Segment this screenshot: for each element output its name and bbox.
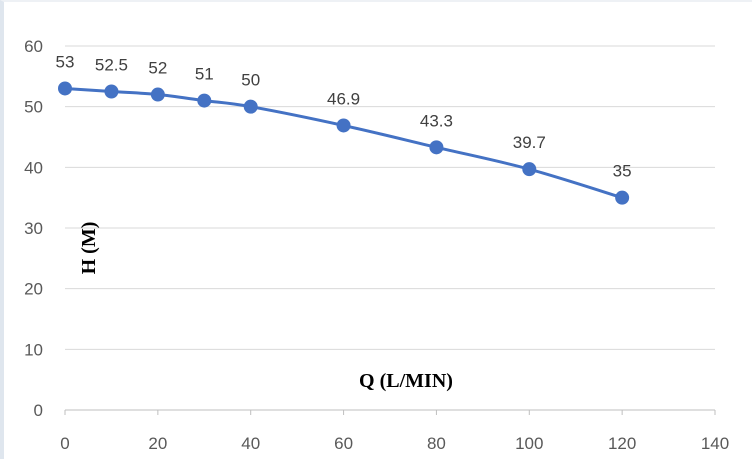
data-label-10: 52.5: [95, 56, 128, 75]
y-tick-label-30: 30: [24, 219, 43, 238]
data-point-10: [104, 84, 119, 99]
data-label-30: 51: [195, 65, 214, 84]
x-tick-labels: 0 20 40 60 80 100 120 140: [60, 434, 729, 453]
gridlines: [65, 45, 715, 350]
y-tick-label-10: 10: [24, 340, 43, 359]
data-point-60: [336, 118, 351, 133]
data-label-100: 39.7: [513, 133, 546, 152]
x-tick-label-60: 60: [334, 434, 353, 453]
data-labels: 53 52.5 52 51 50 46.9 43.3 39.7 35: [56, 52, 632, 180]
data-label-60: 46.9: [327, 89, 360, 108]
data-label-20: 52: [148, 59, 167, 78]
data-point-100: [522, 162, 537, 177]
data-point-80: [429, 140, 444, 155]
x-tick-label-40: 40: [241, 434, 260, 453]
y-tick-label-60: 60: [24, 37, 43, 56]
x-tick-label-100: 100: [515, 434, 543, 453]
data-point-40: [243, 99, 258, 114]
x-axis-title: Q (L/MIN): [359, 370, 453, 392]
y-axis-title: H (M): [78, 222, 100, 275]
y-tick-label-40: 40: [24, 158, 43, 177]
data-point-20: [150, 87, 165, 102]
x-tick-label-140: 140: [701, 434, 729, 453]
series-line-layer: [63, 86, 624, 200]
y-tick-label-0: 0: [34, 401, 43, 420]
data-markers: [58, 81, 630, 205]
data-point-30: [197, 93, 212, 108]
data-label-120: 35: [613, 162, 632, 181]
data-label-0: 53: [56, 52, 75, 71]
axes: [64, 409, 716, 415]
data-point-0: [58, 81, 72, 96]
x-tick-label-80: 80: [427, 434, 446, 453]
data-label-80: 43.3: [420, 111, 453, 130]
x-tick-label-120: 120: [608, 434, 636, 453]
data-point-120: [615, 190, 630, 205]
data-label-40: 50: [241, 71, 260, 90]
x-tick-label-20: 20: [148, 434, 167, 453]
x-tick-label-0: 0: [60, 434, 69, 453]
series-line: [63, 86, 624, 200]
y-tick-label-20: 20: [24, 280, 43, 299]
y-tick-labels: 0 10 20 30 40 50 60: [24, 37, 43, 420]
y-tick-label-50: 50: [24, 98, 43, 117]
